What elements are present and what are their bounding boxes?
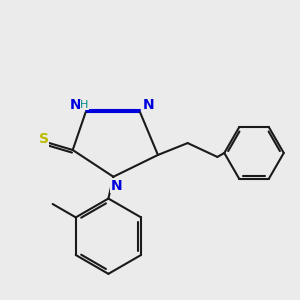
Text: H: H: [80, 100, 88, 110]
Text: N: N: [69, 98, 81, 112]
Text: S: S: [39, 132, 49, 146]
Text: N: N: [143, 98, 155, 112]
Text: N: N: [110, 179, 122, 193]
